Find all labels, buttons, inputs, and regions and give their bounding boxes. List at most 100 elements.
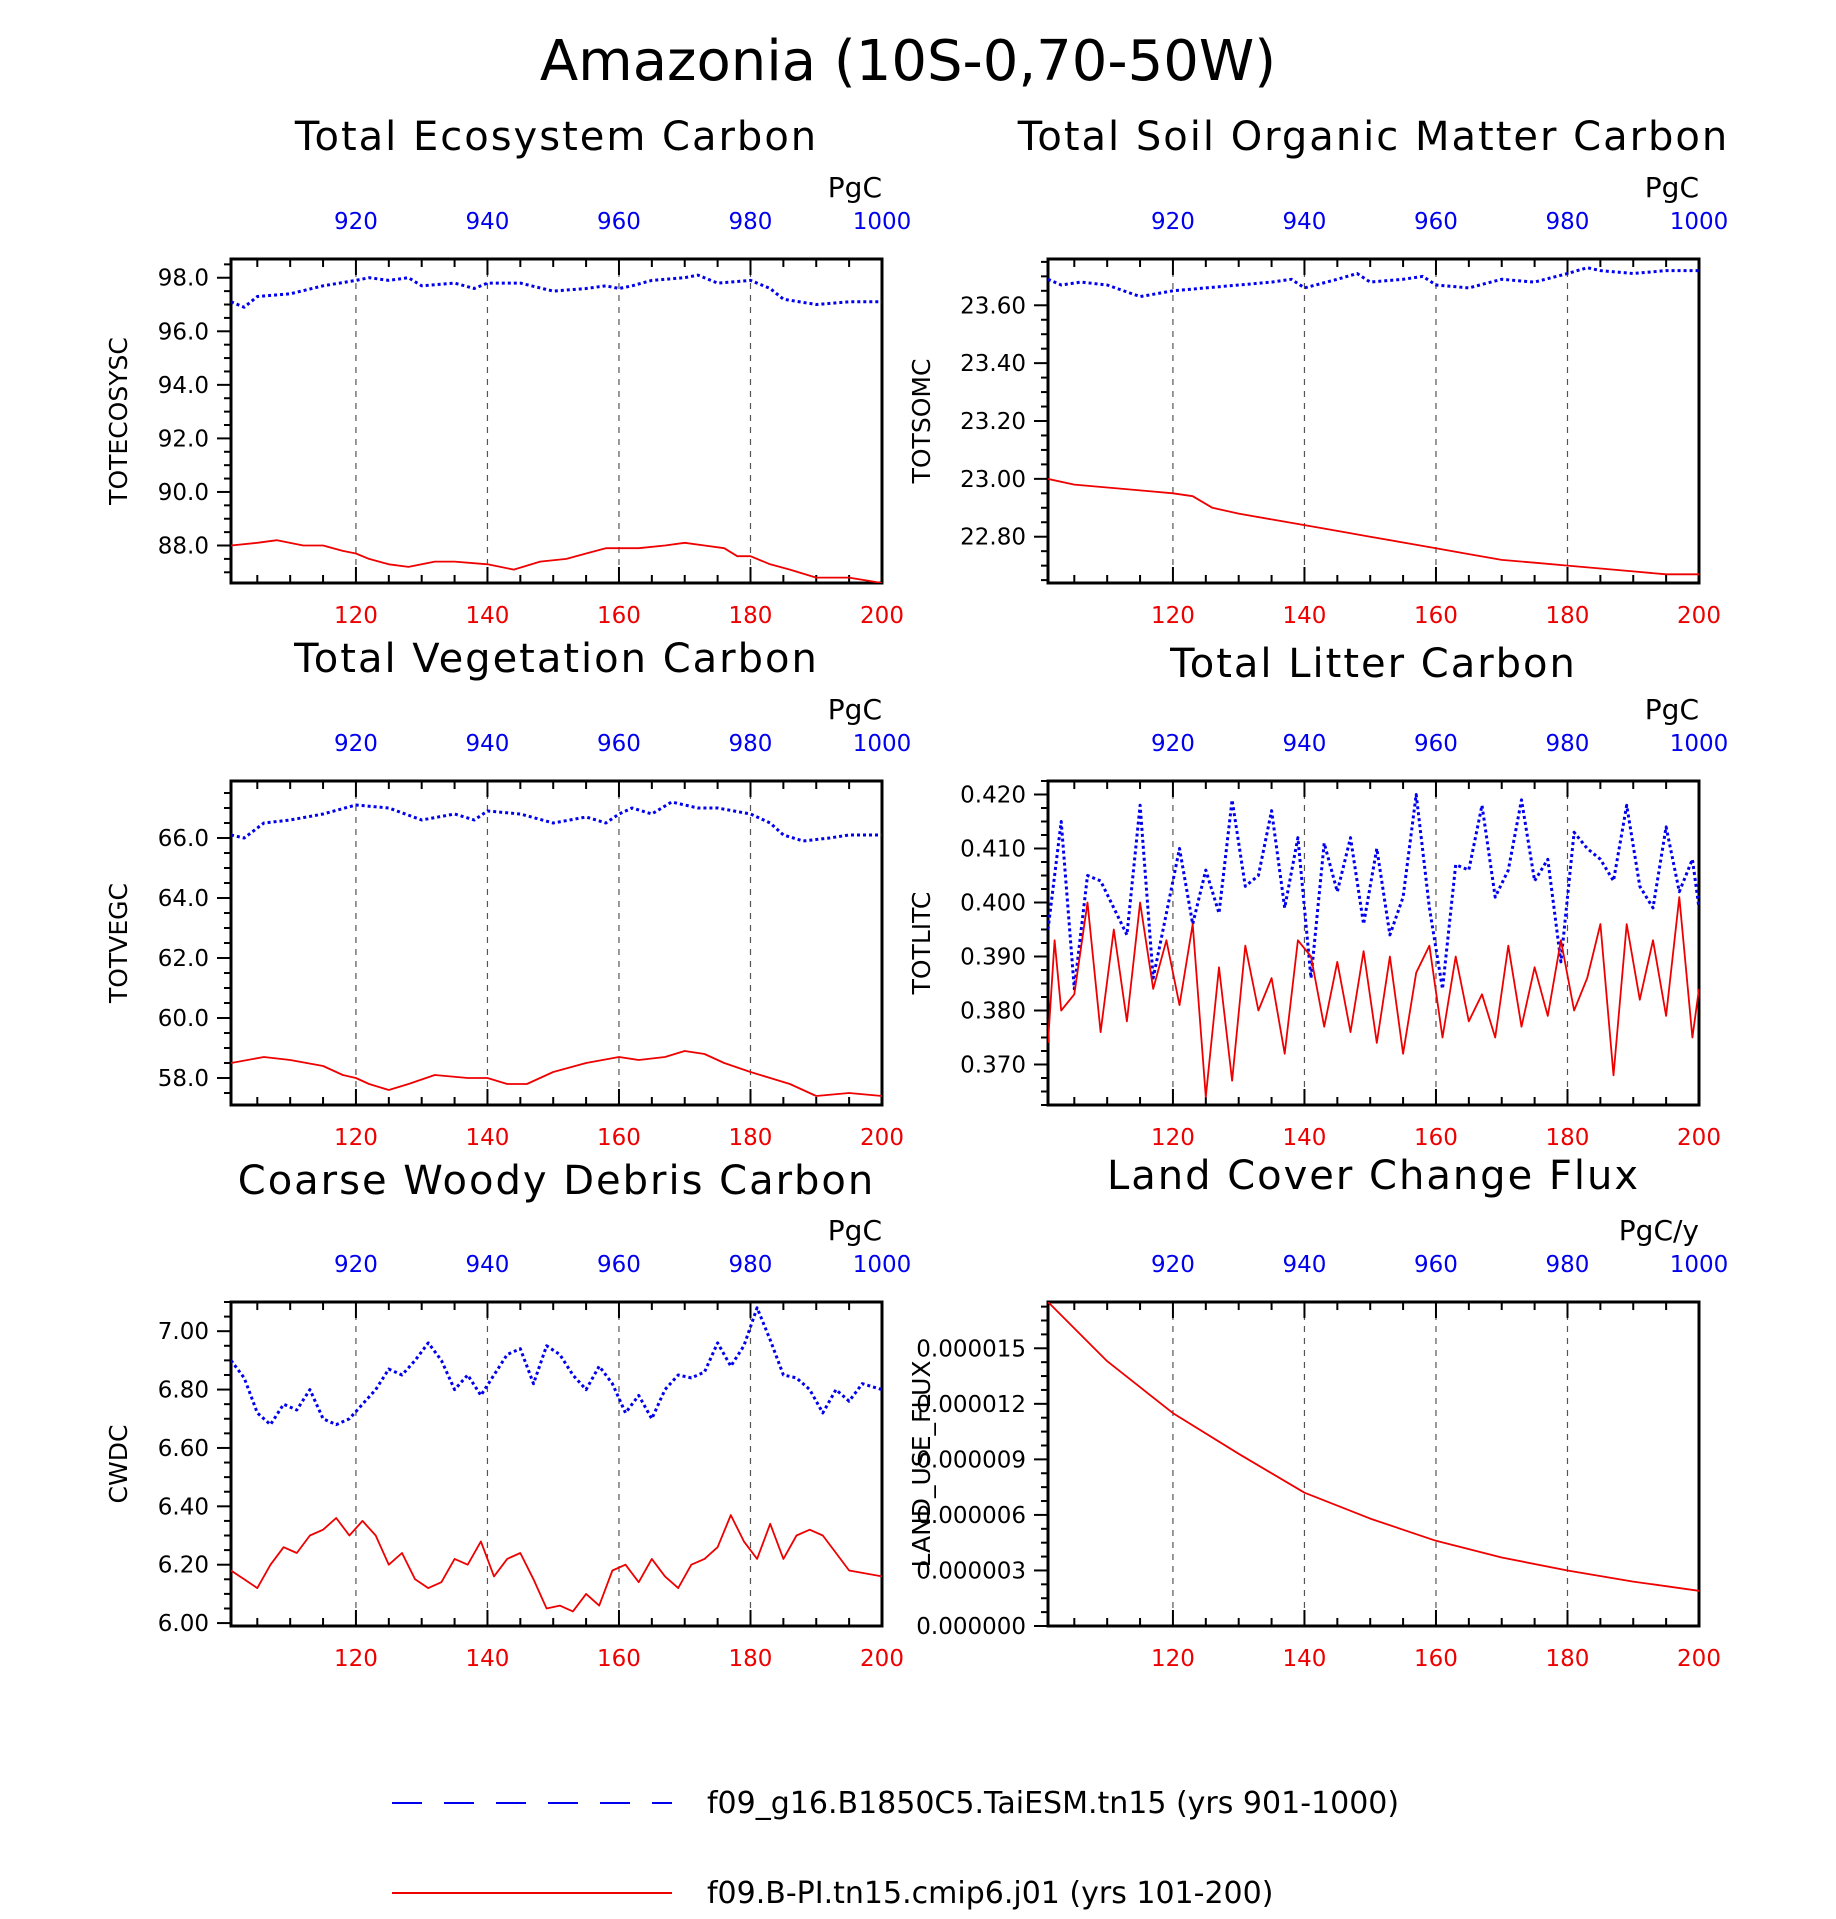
x-top-tick-label: 980 xyxy=(1546,1252,1590,1278)
x-bottom-tick-label: 140 xyxy=(466,603,510,629)
x-bottom-tick-label: 160 xyxy=(1414,1125,1458,1151)
y-tick-label: 88.0 xyxy=(158,534,209,560)
series-line-cmip6 xyxy=(1048,1302,1699,1592)
y-tick-label: 6.00 xyxy=(158,1611,209,1637)
y-tick-label: 58.0 xyxy=(158,1066,209,1092)
y-tick-label: 0.370 xyxy=(960,1053,1026,1079)
x-top-tick-label: 960 xyxy=(1414,209,1458,235)
y-axis-label: TOTVEGC xyxy=(104,883,133,1004)
main-title: Amazonia (10S-0,70-50W) xyxy=(540,29,1276,94)
y-tick-label: 6.20 xyxy=(158,1553,209,1579)
unit-label: PgC xyxy=(1645,693,1699,726)
x-bottom-tick-label: 140 xyxy=(1283,1125,1327,1151)
y-tick-label: 0.400 xyxy=(960,891,1026,917)
x-bottom-tick-label: 120 xyxy=(1151,1125,1195,1151)
panel-3: Total Vegetation Carbon PgC 120 140 160 180 20… xyxy=(104,636,911,1151)
legend-label: f09.B-PI.tn15.cmip6.j01 (yrs 101-200) xyxy=(707,1876,1273,1911)
y-axis-label: CWDC xyxy=(104,1425,133,1504)
y-axis-label: TOTLITC xyxy=(907,892,936,996)
unit-label: PgC xyxy=(828,693,882,726)
y-tick-label: 6.40 xyxy=(158,1494,209,1520)
y-tick-label: 7.00 xyxy=(158,1319,209,1345)
y-tick-label: 62.0 xyxy=(158,946,209,972)
panel-title: Total Litter Carbon xyxy=(1169,641,1577,687)
y-tick-label: 0.000006 xyxy=(916,1503,1026,1529)
x-top-tick-label: 960 xyxy=(597,1252,641,1278)
x-bottom-tick-label: 200 xyxy=(1677,1125,1721,1151)
x-top-tick-label: 960 xyxy=(597,209,641,235)
x-top-tick-label: 940 xyxy=(466,1252,510,1278)
x-top-tick-label: 940 xyxy=(1283,1252,1327,1278)
x-top-tick-label: 920 xyxy=(1151,1252,1195,1278)
unit-label: PgC xyxy=(828,1214,882,1247)
x-bottom-tick-label: 140 xyxy=(1283,603,1327,629)
x-top-tick-label: 920 xyxy=(334,731,378,757)
series-line-cmip6 xyxy=(231,1514,882,1613)
plot-frame xyxy=(229,1300,884,1628)
y-tick-label: 0.000000 xyxy=(916,1614,1026,1640)
series-line-cmip6 xyxy=(1048,478,1699,576)
y-tick-label: 98.0 xyxy=(158,266,209,292)
y-tick-label: 64.0 xyxy=(158,886,209,912)
series-line-cmip6 xyxy=(1048,896,1699,1098)
x-bottom-tick-label: 160 xyxy=(1414,1646,1458,1672)
x-bottom-tick-label: 120 xyxy=(334,603,378,629)
y-axis-label: LAND_USE_FLUX xyxy=(907,1360,936,1567)
y-tick-label: 0.380 xyxy=(960,999,1026,1025)
series-line-taiesm xyxy=(231,273,882,309)
x-top-tick-label: 1000 xyxy=(853,1252,912,1278)
legend-label: f09_g16.B1850C5.TaiESM.tn15 (yrs 901-100… xyxy=(707,1786,1399,1821)
y-tick-label: 22.80 xyxy=(960,525,1026,551)
panel-6: Land Cover Change Flux PgC/y 120 140 160 180 2… xyxy=(907,1153,1728,1672)
panel-title: Total Ecosystem Carbon xyxy=(294,114,818,160)
x-top-tick-label: 940 xyxy=(1283,731,1327,757)
panel-4: Total Litter Carbon PgC 120 140 160 180 200 920… xyxy=(907,641,1728,1151)
x-top-tick-label: 920 xyxy=(334,1252,378,1278)
x-top-tick-label: 980 xyxy=(1546,731,1590,757)
x-bottom-tick-label: 200 xyxy=(860,1646,904,1672)
plot-frame xyxy=(1046,1300,1701,1628)
y-tick-label: 66.0 xyxy=(158,826,209,852)
y-tick-label: 60.0 xyxy=(158,1006,209,1032)
panel-2: Total Soil Organic Matter Carbon PgC 120 14… xyxy=(907,114,1730,629)
y-axis-label: TOTECOSYSC xyxy=(104,337,133,506)
y-tick-label: 23.00 xyxy=(960,467,1026,493)
x-bottom-tick-label: 120 xyxy=(1151,1646,1195,1672)
series-line-cmip6 xyxy=(231,1050,882,1097)
panel-title: Total Soil Organic Matter Carbon xyxy=(1017,114,1730,160)
y-tick-label: 0.410 xyxy=(960,837,1026,863)
x-top-tick-label: 1000 xyxy=(1670,1252,1729,1278)
y-tick-label: 6.60 xyxy=(158,1436,209,1462)
y-tick-label: 23.20 xyxy=(960,409,1026,435)
x-top-tick-label: 1000 xyxy=(853,209,912,235)
y-tick-label: 6.80 xyxy=(158,1378,209,1404)
x-bottom-tick-label: 160 xyxy=(597,1646,641,1672)
y-tick-label: 0.000009 xyxy=(916,1447,1026,1473)
x-bottom-tick-label: 200 xyxy=(1677,1646,1721,1672)
series-line-taiesm xyxy=(1048,266,1699,299)
panel-title: Total Vegetation Carbon xyxy=(293,636,819,682)
x-top-tick-label: 960 xyxy=(1414,731,1458,757)
x-top-tick-label: 920 xyxy=(1151,209,1195,235)
x-bottom-tick-label: 200 xyxy=(1677,603,1721,629)
panels: Total Ecosystem Carbon PgC 120 140 160 180 200… xyxy=(104,114,1730,1672)
x-bottom-tick-label: 120 xyxy=(334,1125,378,1151)
x-bottom-tick-label: 180 xyxy=(1546,1125,1590,1151)
x-bottom-tick-label: 200 xyxy=(860,603,904,629)
x-bottom-tick-label: 180 xyxy=(729,1646,773,1672)
legend-entry: f09.B-PI.tn15.cmip6.j01 (yrs 101-200) xyxy=(392,1876,1273,1911)
plot-frame xyxy=(229,257,884,585)
x-bottom-tick-label: 160 xyxy=(597,603,641,629)
series-line-cmip6 xyxy=(231,539,882,583)
x-bottom-tick-label: 160 xyxy=(1414,603,1458,629)
x-bottom-tick-label: 140 xyxy=(466,1646,510,1672)
x-top-tick-label: 1000 xyxy=(853,731,912,757)
unit-label: PgC xyxy=(828,171,882,204)
y-tick-label: 0.000012 xyxy=(916,1392,1026,1418)
x-bottom-tick-label: 140 xyxy=(1283,1646,1327,1672)
y-tick-label: 0.000003 xyxy=(916,1558,1026,1584)
x-top-tick-label: 980 xyxy=(1546,209,1590,235)
y-tick-label: 0.420 xyxy=(960,783,1026,809)
